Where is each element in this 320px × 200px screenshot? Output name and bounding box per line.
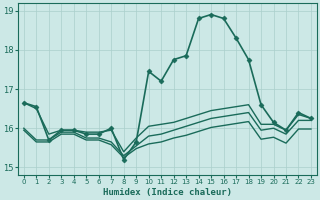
X-axis label: Humidex (Indice chaleur): Humidex (Indice chaleur)	[103, 188, 232, 197]
